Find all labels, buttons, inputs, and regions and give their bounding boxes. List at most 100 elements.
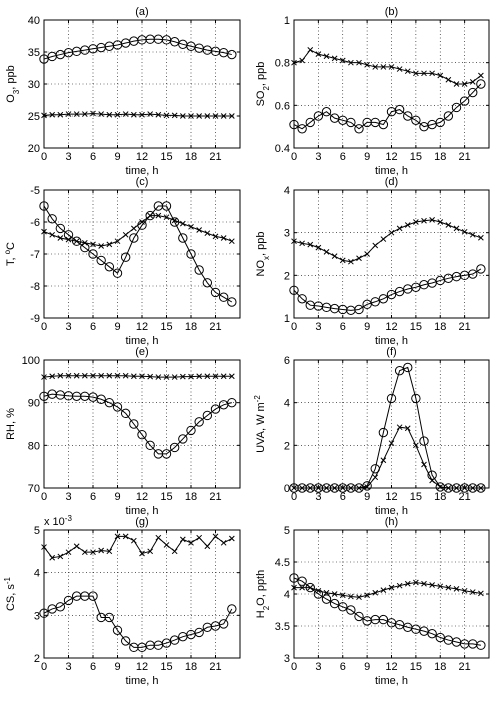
data-point-cross bbox=[130, 225, 137, 232]
data-point-cross bbox=[220, 113, 227, 119]
y-axis-label: UVA, W m-2 bbox=[253, 395, 268, 453]
data-point-cross bbox=[171, 374, 178, 380]
cross-stroke bbox=[388, 64, 395, 70]
data-point-cross bbox=[65, 236, 72, 243]
data-point-cross bbox=[307, 485, 314, 491]
data-point-cross bbox=[356, 485, 362, 491]
data-point-cross bbox=[81, 549, 88, 556]
data-point-cross bbox=[139, 111, 145, 118]
data-point-circle bbox=[161, 449, 172, 459]
x-axis-label: time, h bbox=[125, 165, 158, 177]
x-tick-label: 18 bbox=[434, 661, 446, 673]
data-point-cross bbox=[478, 590, 484, 597]
cross-stroke bbox=[204, 373, 211, 380]
y-tick-label: 3 bbox=[34, 610, 40, 622]
cross-stroke bbox=[421, 217, 427, 224]
cross-stroke bbox=[331, 591, 338, 597]
cross-stroke bbox=[364, 61, 370, 68]
data-point-circle bbox=[476, 264, 486, 274]
data-point-circle bbox=[411, 393, 421, 404]
y-tick-label: 20 bbox=[28, 143, 40, 155]
cross-stroke bbox=[98, 547, 105, 554]
data-point-cross bbox=[220, 539, 227, 546]
x-tick-label: 9 bbox=[364, 321, 370, 333]
data-point-circle bbox=[47, 214, 57, 224]
data-point-cross bbox=[307, 584, 314, 591]
data-point-circle bbox=[169, 37, 180, 47]
cross-stroke bbox=[323, 249, 330, 255]
x-tick-label: 21 bbox=[209, 661, 221, 673]
cross-stroke bbox=[212, 533, 219, 540]
data-point-cross bbox=[307, 47, 314, 53]
y-tick-label: 2 bbox=[34, 653, 40, 665]
x-tick-label: 15 bbox=[160, 661, 172, 673]
data-point-cross bbox=[147, 111, 154, 117]
cross-stroke bbox=[41, 544, 47, 550]
panel-c: 0 3 6 9 12 15 18 21 -9 -8 -7 -6 -5 (c) time, h T, oC bbox=[3, 176, 241, 347]
x-tick-label: 9 bbox=[114, 491, 120, 503]
x-axis-label: time, h bbox=[125, 505, 158, 517]
x-axis-label: time, h bbox=[375, 675, 408, 687]
data-point-circle bbox=[39, 54, 49, 64]
cross-stroke bbox=[106, 241, 113, 248]
cross-stroke bbox=[130, 373, 137, 380]
x-tick-label: 15 bbox=[160, 321, 172, 333]
data-point-cross bbox=[155, 374, 162, 380]
data-point-circle bbox=[394, 365, 405, 376]
cross-stroke bbox=[421, 70, 427, 77]
y-tick-label: 4 bbox=[34, 568, 40, 580]
data-point-cross bbox=[331, 485, 338, 491]
data-point-cross bbox=[65, 372, 72, 379]
cross-stroke bbox=[364, 251, 370, 257]
data-point-circle bbox=[161, 201, 172, 211]
x-tick-label: 0 bbox=[41, 491, 47, 503]
data-point-cross bbox=[114, 111, 121, 118]
data-point-cross bbox=[212, 233, 219, 240]
data-point-cross bbox=[41, 374, 47, 380]
data-point-cross bbox=[155, 212, 162, 219]
data-point-cross bbox=[356, 255, 362, 262]
data-point-cross bbox=[179, 220, 186, 227]
cross-stroke bbox=[122, 231, 129, 238]
data-point-cross bbox=[130, 111, 137, 118]
cross-stroke bbox=[98, 243, 105, 249]
cross-stroke bbox=[196, 113, 203, 119]
cross-stroke bbox=[147, 111, 154, 117]
cross-stroke bbox=[421, 580, 427, 587]
data-point-cross bbox=[171, 112, 178, 119]
y-tick-label: 5 bbox=[34, 525, 40, 537]
cross-stroke bbox=[396, 225, 403, 232]
data-point-cross bbox=[196, 534, 203, 541]
panel-title: (g) bbox=[135, 516, 148, 528]
cross-stroke bbox=[57, 553, 64, 560]
data-point-circle bbox=[378, 294, 389, 304]
data-point-circle bbox=[145, 440, 155, 451]
data-point-cross bbox=[421, 70, 427, 77]
cross-stroke bbox=[179, 113, 186, 119]
x-tick-label: 12 bbox=[136, 321, 148, 333]
series-line-cross bbox=[293, 219, 482, 263]
cross-stroke bbox=[445, 76, 452, 83]
panel-title: (d) bbox=[385, 176, 398, 188]
data-point-cross bbox=[429, 217, 435, 223]
data-point-cross bbox=[331, 253, 338, 259]
cross-stroke bbox=[364, 484, 370, 490]
cross-stroke bbox=[380, 236, 387, 242]
cross-stroke bbox=[315, 51, 322, 57]
cross-stroke bbox=[307, 241, 314, 248]
cross-stroke bbox=[396, 66, 403, 72]
cross-stroke bbox=[339, 485, 346, 491]
y-tick-label: 25 bbox=[28, 111, 40, 123]
cross-stroke bbox=[114, 238, 121, 245]
data-point-cross bbox=[130, 537, 137, 544]
x-tick-label: 6 bbox=[340, 491, 346, 503]
data-point-cross bbox=[380, 457, 387, 464]
data-point-circle bbox=[129, 233, 139, 243]
panel-f: 0 3 6 9 12 15 18 21 0 2 4 6 (f) time, h UVA, W m-2 bbox=[253, 346, 490, 517]
data-point-circle bbox=[120, 636, 131, 646]
cross-stroke bbox=[171, 548, 178, 555]
x-tick-label: 12 bbox=[136, 491, 148, 503]
data-point-circle bbox=[202, 278, 213, 288]
x-tick-label: 6 bbox=[340, 151, 346, 163]
